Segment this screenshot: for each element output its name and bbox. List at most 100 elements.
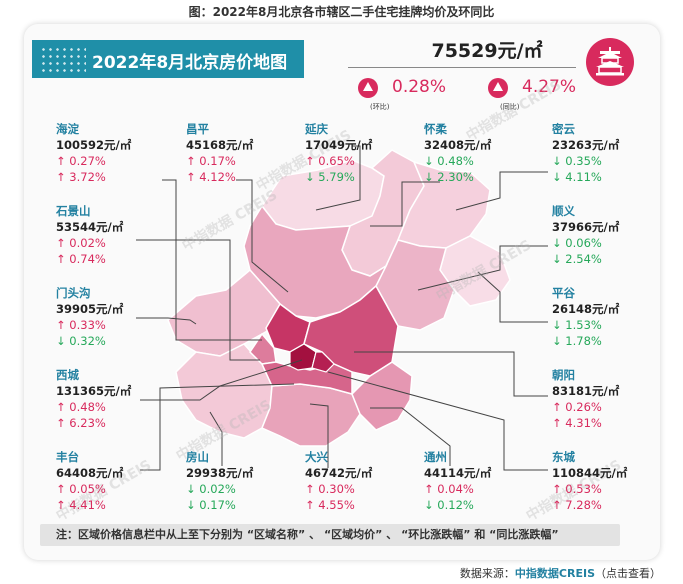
- mom-value: 0.27%: [69, 154, 106, 168]
- district-name: 平谷: [552, 286, 575, 300]
- leader-dongcheng: [327, 371, 548, 471]
- district-price: 53544元/㎡: [56, 220, 124, 234]
- yoy-change: 4.27% (同比): [488, 75, 598, 111]
- arrow-up-icon: ↑: [305, 154, 319, 168]
- district-fangshan: 房山 29938元/㎡ ↓ 0.02% ↓ 0.17%: [186, 449, 253, 513]
- arrow-up-icon: ↑: [56, 236, 70, 250]
- district-name: 丰台: [56, 450, 79, 464]
- title-banner: 2022年8月北京房价地图: [32, 40, 304, 78]
- arrow-up-icon: ↑: [305, 482, 319, 496]
- yoy-value: 4.41%: [69, 498, 106, 512]
- yoy-value: 6.23%: [69, 416, 106, 430]
- district-price: 29938元/㎡: [186, 466, 254, 480]
- district-shunyi: 顺义 37966元/㎡ ↓ 0.06% ↓ 2.54%: [552, 203, 619, 267]
- arrow-up-icon: ↑: [186, 154, 200, 168]
- mom-value: 0.28%: [392, 77, 447, 97]
- district-price: 23263元/㎡: [552, 138, 620, 152]
- source-link[interactable]: 中指数据CREIS: [514, 567, 595, 580]
- arrow-down-icon: ↓: [552, 318, 566, 332]
- leader-huairou: [370, 181, 440, 227]
- district-yanqing: 延庆 17049元/㎡ ↑ 0.65% ↓ 5.79%: [305, 121, 372, 185]
- arrow-up-icon: ↑: [56, 154, 70, 168]
- mom-value: 0.65%: [318, 154, 355, 168]
- arrow-up-icon: ↑: [552, 400, 566, 414]
- yoy-value: 4.55%: [318, 498, 355, 512]
- district-name: 房山: [186, 450, 209, 464]
- district-fengtai: 丰台 64408元/㎡ ↑ 0.05% ↑ 4.41%: [56, 449, 123, 513]
- leader-xicheng: [140, 359, 303, 401]
- district-name: 门头沟: [56, 286, 91, 300]
- arrow-down-icon: ↓: [552, 154, 566, 168]
- district-pinggu: 平谷 26148元/㎡ ↓ 1.53% ↓ 1.78%: [552, 285, 619, 349]
- district-shijingshan: 石景山 53544元/㎡ ↑ 0.02% ↑ 0.74%: [56, 203, 123, 267]
- note-bar: 注：区域价格信息栏中从上至下分别为 “区域名称” 、 “区域均价” 、 “环比涨…: [40, 524, 620, 546]
- arrow-up-icon: ↑: [56, 252, 70, 266]
- district-price: 64408元/㎡: [56, 466, 124, 480]
- yoy-value: 4.31%: [565, 416, 602, 430]
- mom-value: 0.26%: [565, 400, 602, 414]
- yoy-value: 0.12%: [437, 498, 474, 512]
- district-name: 顺义: [552, 204, 575, 218]
- district-haidian: 海淀 100592元/㎡ ↑ 0.27% ↑ 3.72%: [56, 121, 131, 185]
- district-name: 西城: [56, 368, 79, 382]
- district-price: 44114元/㎡: [424, 466, 492, 480]
- mom-value: 0.02%: [69, 236, 106, 250]
- district-price: 26148元/㎡: [552, 302, 620, 316]
- banner-title: 2022年8月北京房价地图: [92, 53, 288, 73]
- leader-fangshan: [209, 411, 223, 466]
- yoy-value: 2.54%: [565, 252, 602, 266]
- data-source: 数据来源：中指数据CREIS（点击查看）: [460, 565, 661, 581]
- map-daxing: [261, 383, 361, 447]
- district-changping: 昌平 45168元/㎡ ↑ 0.17% ↑ 4.12%: [186, 121, 253, 185]
- district-price: 46742元/㎡: [305, 466, 373, 480]
- mom-value: 0.06%: [565, 236, 602, 250]
- arrow-down-icon: ↓: [552, 334, 566, 348]
- yoy-value: 4.11%: [565, 170, 602, 184]
- leader-miyun: [455, 171, 548, 211]
- triangle-up-icon: [358, 78, 378, 98]
- map-fengtai: [260, 361, 353, 395]
- mom-value: 0.17%: [199, 154, 236, 168]
- arrow-down-icon: ↓: [56, 334, 70, 348]
- yoy-value: 5.79%: [318, 170, 355, 184]
- mom-value: 0.33%: [69, 318, 106, 332]
- dot-pattern-icon: [40, 46, 86, 72]
- source-suffix[interactable]: （点击查看）: [595, 567, 661, 580]
- arrow-up-icon: ↑: [56, 498, 70, 512]
- district-price: 100592元/㎡: [56, 138, 132, 152]
- arrow-up-icon: ↑: [186, 170, 200, 184]
- arrow-up-icon: ↑: [56, 482, 70, 496]
- arrow-up-icon: ↑: [552, 498, 566, 512]
- source-label: 数据来源：: [459, 567, 515, 580]
- district-name: 密云: [552, 122, 575, 136]
- district-price: 32408元/㎡: [424, 138, 492, 152]
- arrow-down-icon: ↓: [424, 154, 438, 168]
- mom-value: 1.53%: [565, 318, 602, 332]
- arrow-up-icon: ↑: [424, 482, 438, 496]
- district-name: 大兴: [305, 450, 328, 464]
- arrow-down-icon: ↓: [305, 170, 319, 184]
- leader-chaoyang: [354, 351, 548, 397]
- district-xicheng: 西城 131365元/㎡ ↑ 0.48% ↑ 6.23%: [56, 367, 131, 431]
- arrow-down-icon: ↓: [186, 498, 200, 512]
- arrow-down-icon: ↓: [424, 170, 438, 184]
- temple-logo-icon: [586, 38, 634, 86]
- yoy-value: 0.32%: [69, 334, 106, 348]
- district-price: 39905元/㎡: [56, 302, 124, 316]
- arrow-up-icon: ↑: [56, 400, 70, 414]
- arrow-up-icon: ↑: [552, 416, 566, 430]
- arrow-down-icon: ↓: [424, 498, 438, 512]
- district-price: 131365元/㎡: [56, 384, 132, 398]
- leader-tongzhou: [370, 407, 451, 466]
- mom-value: 0.30%: [318, 482, 355, 496]
- district-price: 45168元/㎡: [186, 138, 254, 152]
- mom-change: 0.28% (环比): [358, 75, 468, 111]
- triangle-up-icon: [488, 78, 508, 98]
- district-miyun: 密云 23263元/㎡ ↓ 0.35% ↓ 4.11%: [552, 121, 619, 185]
- arrow-up-icon: ↑: [552, 482, 566, 496]
- mom-value: 0.04%: [437, 482, 474, 496]
- leader-haidian: [162, 179, 262, 341]
- district-tongzhou: 通州 44114元/㎡ ↑ 0.04% ↓ 0.12%: [424, 449, 491, 513]
- district-chaoyang: 朝阳 83181元/㎡ ↑ 0.26% ↑ 4.31%: [552, 367, 619, 431]
